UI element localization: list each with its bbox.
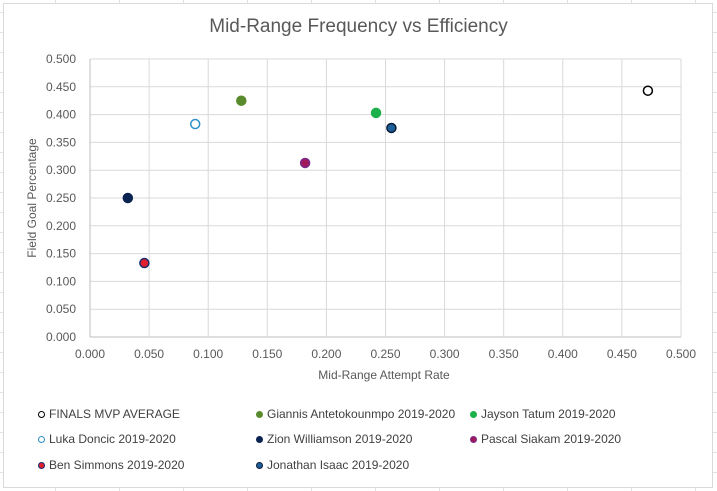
x-tick-label: 0.100 (193, 347, 223, 361)
x-tick-label: 0.050 (134, 347, 164, 361)
y-tick-label: 0.300 (46, 163, 76, 177)
legend-label: Jayson Tatum 2019-2020 (481, 407, 616, 421)
legend-item: Pascal Siakam 2019-2020 (470, 432, 621, 446)
x-tick-label: 0.000 (75, 347, 105, 361)
legend-marker-icon (38, 410, 45, 418)
legend-item: Giannis Antetokounmpo 2019-2020 (256, 407, 455, 421)
gridlines (89, 58, 682, 338)
legend-marker-icon (470, 435, 477, 443)
data-point[interactable] (386, 122, 397, 134)
data-point[interactable] (236, 95, 247, 106)
y-tick-label: 0.250 (46, 191, 76, 205)
x-tick-label: 0.500 (666, 347, 696, 361)
y-tick-label: 0.050 (46, 302, 76, 316)
legend-marker-icon (256, 410, 263, 418)
data-point[interactable] (189, 118, 201, 130)
data-points (122, 85, 654, 269)
data-point[interactable] (122, 192, 134, 204)
legend-item: Luka Doncic 2019-2020 (38, 432, 176, 446)
x-tick-label: 0.300 (430, 347, 460, 361)
x-tick-label: 0.200 (311, 347, 341, 361)
legend-label: Jonathan Isaac 2019-2020 (267, 458, 410, 472)
y-tick-labels: 0.000 0.050 0.100 0.150 0.200 0.250 0.300 0.350… (46, 52, 76, 344)
data-point[interactable] (139, 257, 150, 269)
x-tick-labels: 0.000 0.050 0.100 0.150 0.200 0.250 0.300 0.350… (75, 347, 696, 361)
legend-marker-icon (256, 435, 263, 443)
y-tick-label: 0.500 (46, 52, 76, 66)
y-tick-label: 0.000 (46, 330, 76, 344)
data-point[interactable] (299, 157, 311, 169)
data-point[interactable] (370, 107, 382, 119)
y-tick-label: 0.450 (46, 80, 76, 94)
legend-item: Jayson Tatum 2019-2020 (470, 407, 616, 421)
x-axis-title: Mid-Range Attempt Rate (318, 368, 450, 382)
chart-title: Mid-Range Frequency vs Efficiency (209, 16, 508, 37)
legend-label: Pascal Siakam 2019-2020 (481, 432, 622, 446)
y-tick-label: 0.400 (46, 108, 76, 122)
y-tick-label: 0.200 (46, 219, 76, 233)
legend-label: Luka Doncic 2019-2020 (49, 432, 176, 446)
legend-marker-icon (38, 435, 45, 443)
data-point[interactable] (642, 85, 654, 96)
legend-marker-icon (38, 461, 45, 469)
legend-label: Giannis Antetokounmpo 2019-2020 (267, 407, 456, 421)
x-tick-label: 0.400 (548, 347, 578, 361)
x-tick-label: 0.150 (252, 347, 282, 361)
legend-marker-icon (256, 461, 263, 469)
legend-item: Zion Williamson 2019-2020 (256, 432, 412, 446)
x-tick-label: 0.250 (370, 347, 400, 361)
legend-label: FINALS MVP AVERAGE (49, 407, 180, 421)
legend-item: FINALS MVP AVERAGE (38, 407, 180, 421)
legend-item: Jonathan Isaac 2019-2020 (256, 458, 409, 472)
legend-item: Ben Simmons 2019-2020 (38, 458, 184, 472)
legend-label: Ben Simmons 2019-2020 (49, 458, 185, 472)
chart-legend: FINALS MVP AVERAGE Giannis Antetokounmpo … (38, 400, 708, 480)
chart-area[interactable] (3, 3, 713, 488)
legend-label: Zion Williamson 2019-2020 (267, 432, 413, 446)
y-tick-label: 0.150 (46, 247, 76, 261)
x-tick-label: 0.450 (607, 347, 637, 361)
y-tick-label: 0.100 (46, 274, 76, 288)
x-tick-label: 0.350 (489, 347, 519, 361)
legend-marker-icon (470, 410, 477, 418)
y-axis-title: Field Goal Percentage (25, 138, 39, 258)
y-tick-label: 0.350 (46, 135, 76, 149)
